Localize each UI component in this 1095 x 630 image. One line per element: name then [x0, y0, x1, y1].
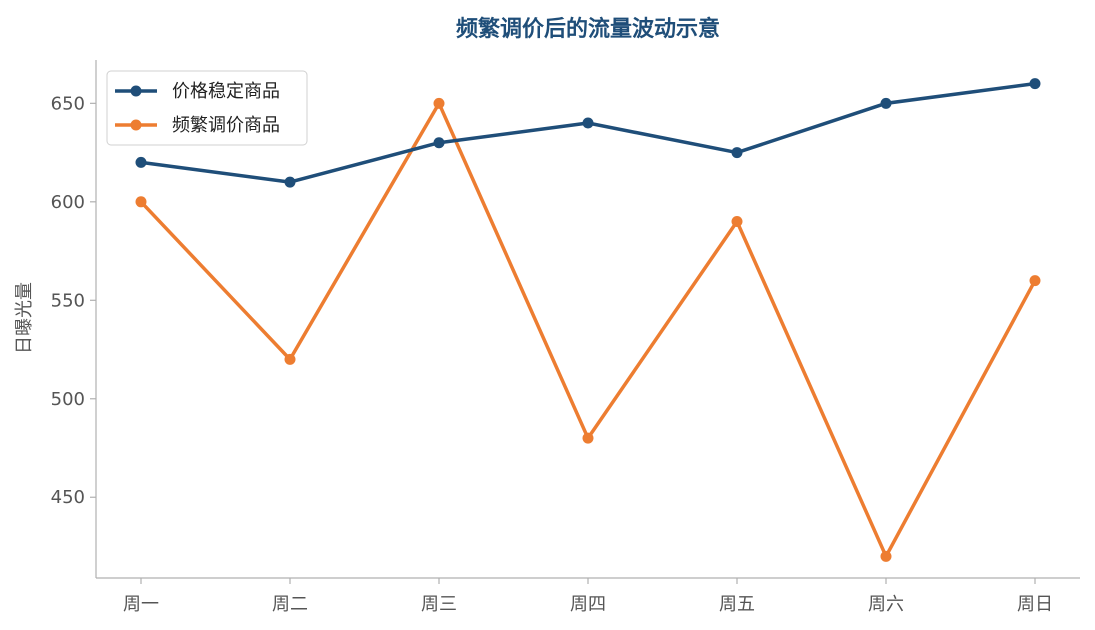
data-point [135, 156, 147, 168]
x-tick-label: 周六 [868, 594, 904, 615]
y-tick-label: 550 [51, 290, 85, 311]
y-tick-label: 450 [51, 487, 85, 508]
y-tick-label: 500 [51, 389, 85, 410]
x-tick-label: 周三 [421, 594, 457, 615]
x-tick-label: 周一 [123, 594, 159, 615]
data-point [1029, 275, 1041, 287]
series-2 [135, 97, 1041, 562]
x-tick-label: 周四 [570, 594, 606, 615]
y-ticks: 450 500 550 600 650 [51, 93, 96, 508]
x-tick-label: 周二 [272, 594, 308, 615]
legend-label: 频繁调价商品 [172, 115, 280, 136]
y-axis-title: 日曝光量 [14, 282, 35, 354]
x-tick-label: 周五 [719, 594, 755, 615]
data-point [582, 432, 594, 444]
y-tick-label: 600 [51, 192, 85, 213]
data-point [880, 550, 892, 562]
x-tick-label: 周日 [1017, 594, 1053, 615]
legend-label: 价格稳定商品 [172, 81, 280, 102]
series-line [139, 101, 1037, 559]
data-point [433, 97, 445, 109]
data-point [731, 216, 743, 228]
chart-title: 频繁调价后的流量波动示意 [456, 16, 720, 42]
legend-marker [130, 85, 142, 97]
data-point [1029, 78, 1041, 90]
x-ticks: 周一 周二 周三 周四 周五 周六 周日 [123, 578, 1053, 615]
data-point [284, 176, 296, 188]
data-point [135, 196, 147, 208]
y-tick-label: 650 [51, 93, 85, 114]
data-point [284, 353, 296, 365]
series-1 [135, 78, 1041, 188]
data-point [433, 137, 445, 149]
legend-marker [130, 119, 142, 131]
series-layer [135, 78, 1041, 562]
data-point [731, 147, 743, 159]
data-point [880, 97, 892, 109]
data-point [582, 117, 594, 129]
